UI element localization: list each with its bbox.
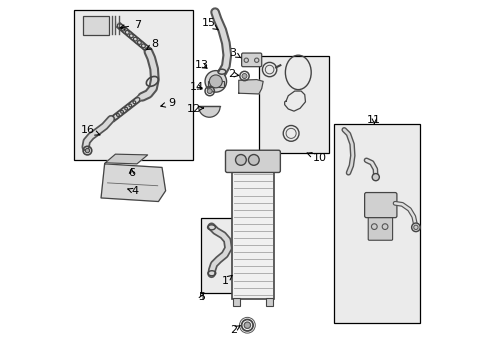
Text: 9: 9 [161, 98, 175, 108]
Text: 12: 12 [186, 104, 203, 114]
Circle shape [411, 223, 419, 231]
Polygon shape [105, 154, 147, 164]
Circle shape [209, 75, 222, 88]
Text: 8: 8 [146, 40, 158, 50]
Circle shape [85, 148, 89, 153]
Text: 5: 5 [198, 292, 205, 302]
Text: 15: 15 [201, 18, 218, 30]
Circle shape [242, 73, 246, 78]
Text: 10: 10 [306, 153, 326, 163]
Circle shape [235, 154, 246, 165]
Text: 6: 6 [128, 168, 135, 178]
Text: 7: 7 [120, 20, 141, 30]
Circle shape [204, 71, 226, 92]
Text: 11: 11 [366, 115, 381, 125]
FancyBboxPatch shape [225, 150, 280, 172]
Polygon shape [101, 164, 165, 202]
Circle shape [371, 174, 379, 181]
Bar [83, 16, 109, 35]
Text: 1: 1 [221, 275, 232, 286]
Bar [207, 81, 223, 87]
Bar [201, 218, 257, 293]
Bar [232, 170, 273, 299]
Bar [333, 125, 419, 323]
Circle shape [248, 154, 259, 165]
Bar [258, 56, 328, 153]
Bar [74, 10, 192, 160]
Text: 2: 2 [229, 325, 240, 335]
Text: 3: 3 [228, 48, 241, 58]
Wedge shape [198, 107, 220, 117]
Circle shape [207, 89, 212, 94]
Text: 2: 2 [227, 69, 238, 79]
Text: 16: 16 [80, 125, 100, 135]
Bar [265, 298, 272, 306]
FancyBboxPatch shape [364, 193, 396, 218]
FancyBboxPatch shape [241, 53, 261, 67]
Bar [233, 298, 240, 306]
Text: 13: 13 [195, 60, 209, 70]
FancyBboxPatch shape [367, 214, 392, 240]
Polygon shape [238, 80, 263, 94]
Text: 14: 14 [190, 82, 204, 92]
Text: 4: 4 [128, 186, 138, 197]
Circle shape [244, 322, 250, 328]
